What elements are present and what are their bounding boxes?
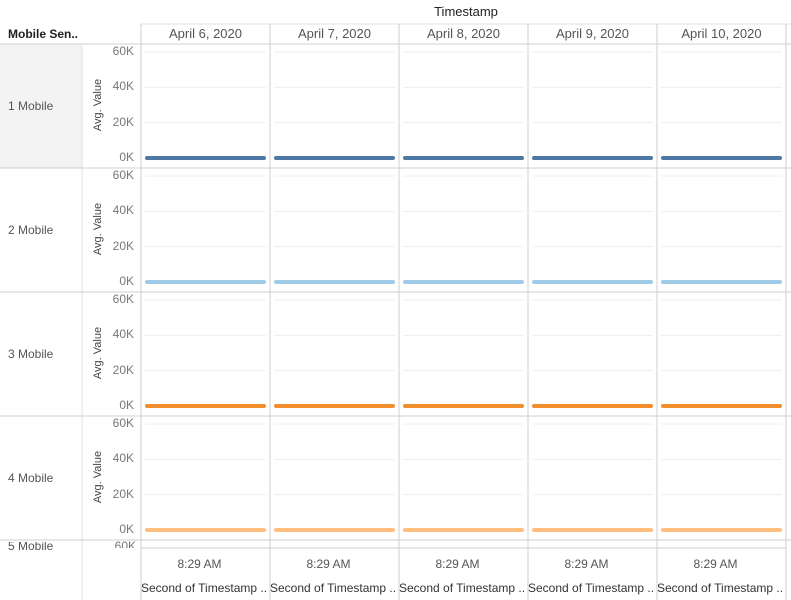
y-tick-label: 60K: [112, 44, 134, 58]
row-label-2[interactable]: 3 Mobile: [8, 347, 54, 361]
row-group-title[interactable]: Mobile Sen..: [8, 27, 79, 41]
y-tick-label: 40K: [112, 79, 134, 94]
x-axis-title: Second of Timestamp ..: [657, 581, 784, 595]
x-tick-label: 8:29 AM: [435, 557, 480, 571]
column-header-0[interactable]: April 6, 2020: [169, 26, 242, 41]
column-header-2[interactable]: April 8, 2020: [427, 26, 500, 41]
y-tick-label: 0K: [119, 398, 134, 412]
y-tick-label: 40K: [112, 451, 134, 466]
x-tick-label: 8:29 AM: [177, 557, 222, 571]
y-tick-label: 40K: [112, 203, 134, 218]
y-tick-label: 0K: [119, 522, 134, 536]
row-label-4[interactable]: 5 Mobile: [8, 542, 54, 550]
x-tick-label: 8:29 AM: [693, 557, 738, 571]
x-tick-label: 8:29 AM: [564, 557, 609, 571]
row-label-3[interactable]: 4 Mobile: [8, 471, 54, 485]
y-tick-label: 60K: [112, 292, 134, 306]
column-group-title: Timestamp: [434, 4, 498, 19]
column-header-3[interactable]: April 9, 2020: [556, 26, 629, 41]
y-tick-label: 60K: [112, 416, 134, 430]
y-tick-label: 20K: [112, 238, 134, 253]
column-header-1[interactable]: April 7, 2020: [298, 26, 371, 41]
x-tick-label: 8:29 AM: [306, 557, 351, 571]
x-axis-title: Second of Timestamp ..: [270, 581, 397, 595]
y-tick-label: 60K: [112, 168, 134, 182]
x-axis-title: Second of Timestamp ..: [399, 581, 526, 595]
y-tick-label: 0K: [119, 150, 134, 164]
y-tick-label: 20K: [112, 114, 134, 129]
y-tick-label: 0K: [119, 274, 134, 288]
y-tick-label: 20K: [112, 362, 134, 377]
column-header-4[interactable]: April 10, 2020: [681, 26, 762, 41]
y-tick-label: 60K: [114, 539, 136, 548]
y-tick-label: 20K: [112, 486, 134, 501]
y-tick-label: 40K: [112, 327, 134, 342]
row-label-1[interactable]: 2 Mobile: [8, 223, 54, 237]
x-axis-title: Second of Timestamp ..: [528, 581, 655, 595]
x-axis-title: Second of Timestamp ..: [141, 581, 268, 595]
row-label-0[interactable]: 1 Mobile: [0, 44, 82, 168]
